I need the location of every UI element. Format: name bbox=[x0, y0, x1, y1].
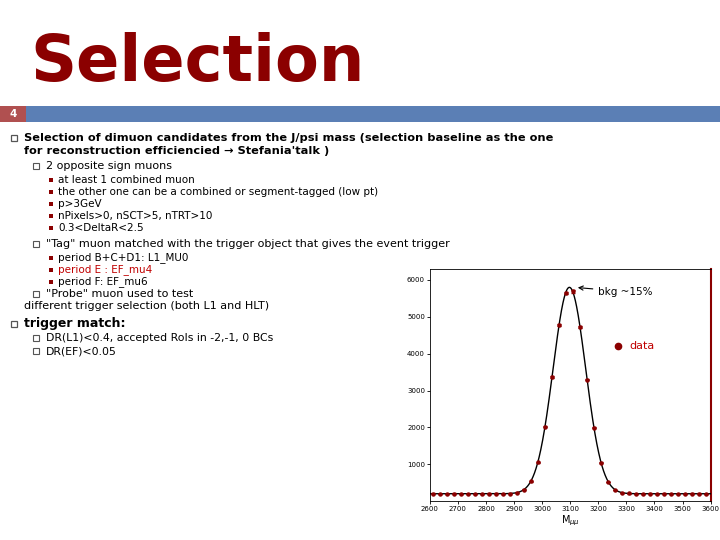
Bar bbox=[49, 256, 53, 260]
Text: 4: 4 bbox=[9, 109, 17, 119]
Bar bbox=[49, 214, 53, 218]
Text: DR(EF)<0.05: DR(EF)<0.05 bbox=[46, 346, 117, 356]
Bar bbox=[11, 135, 17, 141]
Text: Selection: Selection bbox=[30, 32, 364, 94]
Bar bbox=[49, 202, 53, 206]
Text: nPixels>0, nSCT>5, nTRT>10: nPixels>0, nSCT>5, nTRT>10 bbox=[58, 211, 212, 221]
Bar bbox=[33, 348, 39, 354]
Text: 2 opposite sign muons: 2 opposite sign muons bbox=[46, 161, 172, 171]
Text: "Probe" muon used to test: "Probe" muon used to test bbox=[46, 289, 193, 299]
Bar bbox=[49, 268, 53, 272]
Text: the other one can be a combined or segment-tagged (low pt): the other one can be a combined or segme… bbox=[58, 187, 378, 197]
Text: Selection of dimuon candidates from the J/psi mass (selection baseline as the on: Selection of dimuon candidates from the … bbox=[24, 133, 554, 143]
Bar bbox=[0, 106, 26, 122]
Bar bbox=[49, 226, 53, 230]
Bar bbox=[49, 190, 53, 194]
Text: period F: EF_mu6: period F: EF_mu6 bbox=[58, 276, 148, 287]
Bar bbox=[49, 280, 53, 284]
Text: for reconstruction efficiencied → Stefania'talk ): for reconstruction efficiencied → Stefan… bbox=[24, 146, 329, 156]
Text: trigger match:: trigger match: bbox=[24, 318, 125, 330]
X-axis label: M$_{\mu\mu}$: M$_{\mu\mu}$ bbox=[561, 514, 580, 528]
Text: at least 1 combined muon: at least 1 combined muon bbox=[58, 175, 194, 185]
Text: p>3GeV: p>3GeV bbox=[58, 199, 102, 209]
Text: 0.3<DeltaR<2.5: 0.3<DeltaR<2.5 bbox=[58, 223, 143, 233]
Text: DR(L1)<0.4, accepted RoIs in -2,-1, 0 BCs: DR(L1)<0.4, accepted RoIs in -2,-1, 0 BC… bbox=[46, 333, 274, 343]
Bar bbox=[33, 291, 39, 297]
Text: bkg ~15%: bkg ~15% bbox=[579, 286, 653, 296]
Text: period B+C+D1: L1_MU0: period B+C+D1: L1_MU0 bbox=[58, 253, 189, 264]
Bar bbox=[11, 321, 17, 327]
Bar bbox=[49, 178, 53, 183]
Text: period E : EF_mu4: period E : EF_mu4 bbox=[58, 265, 152, 275]
Bar bbox=[33, 163, 39, 168]
Text: "Tag" muon matched with the trigger object that gives the event trigger: "Tag" muon matched with the trigger obje… bbox=[46, 239, 450, 249]
Text: different trigger selection (both L1 and HLT): different trigger selection (both L1 and… bbox=[24, 301, 269, 311]
Text: data: data bbox=[629, 341, 654, 352]
Bar bbox=[33, 335, 39, 341]
Bar bbox=[26, 106, 720, 122]
Bar bbox=[33, 241, 39, 247]
